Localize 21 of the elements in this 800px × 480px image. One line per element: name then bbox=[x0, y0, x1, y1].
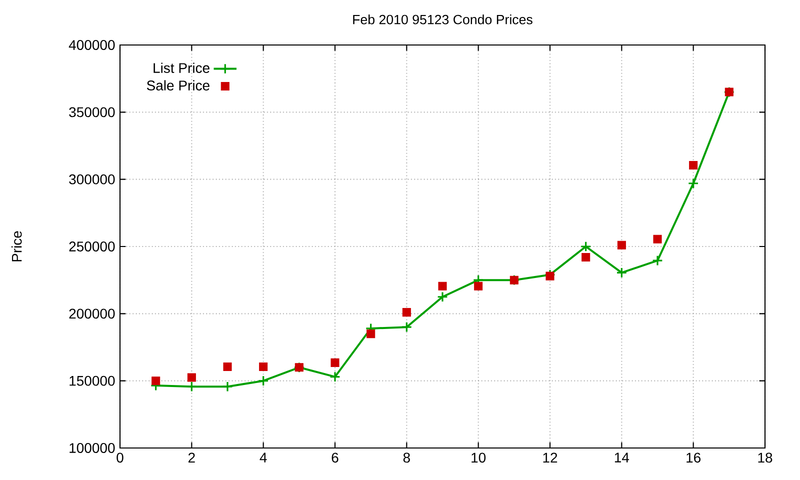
x-tick-label: 4 bbox=[260, 452, 267, 462]
y-tick-label: 250000 bbox=[69, 242, 115, 252]
x-tick-label: 2 bbox=[188, 452, 195, 462]
x-tick-label: 14 bbox=[614, 452, 630, 462]
legend-label: Sale Price bbox=[146, 80, 210, 90]
x-tick-label: 18 bbox=[758, 452, 772, 463]
y-tick-label: 200000 bbox=[69, 308, 115, 319]
x-tick-label: 16 bbox=[686, 452, 701, 463]
y-tick-label: 400000 bbox=[68, 40, 115, 50]
x-tick-label: 0 bbox=[116, 452, 124, 463]
x-tick-label: 8 bbox=[403, 452, 410, 463]
x-tick-label: 6 bbox=[332, 452, 338, 463]
x-tick-label: 10 bbox=[472, 452, 486, 463]
chart-title: Feb 2010 95123 Condo Prices bbox=[353, 14, 532, 24]
y-tick-label: 100000 bbox=[70, 443, 115, 453]
y-axis-title: Price bbox=[11, 231, 22, 262]
x-tick-label: 12 bbox=[543, 452, 558, 462]
y-tick-label: 150000 bbox=[70, 376, 115, 386]
y-tick-label: 300000 bbox=[69, 174, 115, 184]
y-tick-label: 350000 bbox=[69, 107, 115, 118]
legend-label: List Price bbox=[154, 62, 210, 73]
